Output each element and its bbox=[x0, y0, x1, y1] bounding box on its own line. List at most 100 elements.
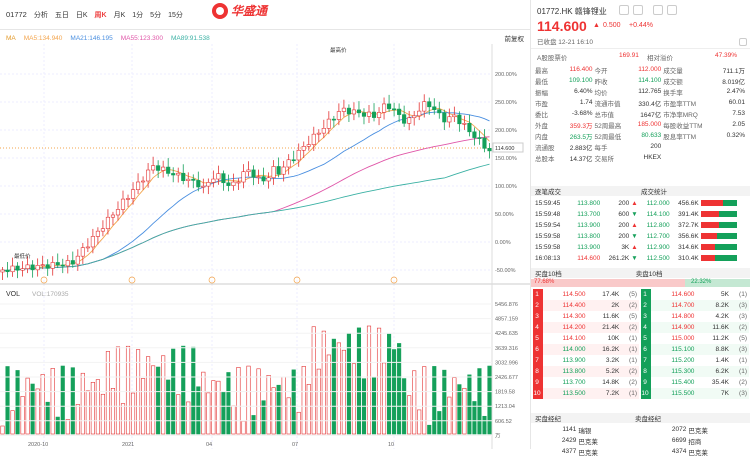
candle-body bbox=[382, 103, 387, 113]
tick-time: 15:59:48 bbox=[535, 211, 561, 218]
ask-row: 9 115.400 35.4K (2) bbox=[641, 377, 749, 388]
volume-bar bbox=[201, 371, 206, 435]
alert-icon[interactable] bbox=[619, 5, 629, 15]
candle-body bbox=[457, 114, 462, 125]
price-tick: 0.00% bbox=[495, 240, 511, 246]
broker-id: 4377 bbox=[561, 448, 577, 455]
tick-price: 114.600 bbox=[577, 255, 601, 262]
candle-body bbox=[100, 228, 105, 232]
candle-body bbox=[452, 114, 457, 118]
stat-label: 流通市值 bbox=[594, 100, 621, 108]
ma55-line bbox=[2, 136, 490, 272]
stat-value: 2.883亿 bbox=[569, 144, 593, 152]
quote-pct: +0.44% bbox=[629, 22, 653, 29]
bid-table: 1 114.500 17.4K (5) 2 114.400 2K (2) 3 114.300 11.… bbox=[533, 289, 639, 399]
stat-value: 330.4亿 bbox=[638, 100, 662, 108]
volume-bars bbox=[0, 325, 492, 435]
stock-code: 01772 bbox=[6, 10, 27, 19]
tab-1min[interactable]: 1分 bbox=[132, 11, 144, 19]
stat-value: 263.5万 bbox=[569, 133, 593, 141]
candle-body bbox=[151, 165, 156, 171]
candle-body bbox=[136, 181, 141, 190]
ticks-header: 逐笔成交 成交统计 bbox=[531, 186, 750, 196]
candle-body bbox=[70, 260, 75, 265]
tick-direction-icon: ▲ bbox=[631, 244, 638, 251]
info-icon[interactable] bbox=[739, 38, 747, 46]
bid-pct: 77.68% bbox=[534, 279, 555, 285]
bid-volume: 16.2K bbox=[602, 346, 620, 353]
x-tick: 2020-10 bbox=[28, 442, 48, 448]
candle-body bbox=[141, 180, 146, 183]
volume-bar bbox=[95, 379, 100, 435]
tab-five-day[interactable]: 五日 bbox=[54, 11, 69, 19]
quote-status: 已收盘 12-21 16:10 bbox=[537, 39, 594, 46]
tab-week-k[interactable]: 周K bbox=[94, 11, 107, 19]
tab-analysis[interactable]: 分析 bbox=[33, 11, 48, 19]
bid-volume: 11.6K bbox=[602, 313, 620, 320]
candle-body bbox=[231, 181, 236, 186]
volume-bar bbox=[482, 415, 487, 435]
volume-bar bbox=[472, 401, 477, 435]
candle-body bbox=[266, 177, 271, 182]
bid-row: 3 114.300 11.6K (5) bbox=[533, 311, 639, 322]
volume-bar bbox=[246, 365, 251, 435]
ask-count: (2) bbox=[739, 324, 747, 331]
stat-label: 52周最高 bbox=[594, 122, 622, 130]
tab-15min[interactable]: 15分 bbox=[168, 11, 183, 19]
ask-row: 10 115.500 7K (3) bbox=[641, 388, 749, 399]
tick-price: 113.900 bbox=[577, 244, 601, 251]
ask-count: (2) bbox=[739, 379, 747, 386]
share-icon[interactable] bbox=[633, 5, 643, 15]
volume-bar bbox=[211, 380, 216, 435]
volume-bar bbox=[447, 396, 452, 435]
stat-value bbox=[716, 141, 747, 152]
ratio-value: 47.39% bbox=[715, 52, 738, 59]
menu-icon[interactable] bbox=[667, 5, 677, 15]
vol-tick: 606.52 bbox=[495, 419, 512, 425]
stat-value: 0.32% bbox=[726, 132, 745, 139]
bid-level: 3 bbox=[533, 311, 543, 322]
ask-volume: 35.4K bbox=[711, 379, 729, 386]
adjust-select[interactable]: 前复权 bbox=[504, 36, 525, 43]
vol-tick: 4857.159 bbox=[495, 317, 518, 323]
watchlist-icon[interactable] bbox=[653, 5, 663, 15]
stat-bar bbox=[700, 209, 747, 220]
tab-5min[interactable]: 5分 bbox=[150, 11, 162, 19]
broker-name: 巴克莱 bbox=[578, 438, 598, 446]
stat-label: 市净率MRQ bbox=[663, 111, 698, 119]
stat-label: 流通股 bbox=[535, 144, 555, 152]
candle-body bbox=[186, 178, 191, 181]
bid-volume: 21.4K bbox=[602, 324, 620, 331]
bid-price: 113.500 bbox=[562, 390, 586, 397]
candle-body bbox=[387, 103, 392, 110]
tab-month-k[interactable]: 月K bbox=[113, 11, 126, 19]
candle-body bbox=[181, 172, 186, 181]
price-axis: 200.00% 250.00% 200.00% 150.00% 100.00% 50.00… bbox=[492, 72, 524, 274]
bid-level: 1 bbox=[533, 289, 543, 300]
bid-row: 5 114.100 10K (1) bbox=[533, 333, 639, 344]
volume-bar bbox=[407, 395, 412, 435]
ask-count: (3) bbox=[739, 346, 747, 353]
stat-bar bbox=[700, 198, 747, 209]
quote-change: 0.500 bbox=[603, 22, 621, 29]
broker-bid-table: 1141 瑞银 2429 巴克莱 4377 巴克莱 bbox=[535, 424, 635, 457]
price-tick: 250.00% bbox=[495, 100, 517, 106]
volume-bar bbox=[125, 345, 131, 435]
stat-price: 112.000 bbox=[646, 200, 670, 207]
quote-arrow: ▲ bbox=[593, 22, 600, 29]
ticks-header-right: 成交统计 bbox=[641, 189, 667, 196]
tab-day-k[interactable]: 日K bbox=[75, 11, 88, 19]
ask-row: 3 114.800 4.2K (3) bbox=[641, 311, 749, 322]
ask-price: 114.900 bbox=[671, 324, 695, 331]
vol-tick: 1819.58 bbox=[495, 390, 515, 396]
candle-body bbox=[110, 214, 116, 218]
candle-body bbox=[125, 198, 131, 200]
price-tick: 150.00% bbox=[495, 156, 517, 162]
stat-label: 市盈 bbox=[535, 100, 548, 108]
stat-label: 每手 bbox=[594, 144, 608, 152]
ask-level: 3 bbox=[641, 311, 651, 322]
bid-row: 8 113.800 5.2K (2) bbox=[533, 366, 639, 377]
stat-value: 112.000 bbox=[638, 66, 662, 73]
broker-header: 买盘经纪 卖盘经纪 bbox=[531, 413, 750, 423]
